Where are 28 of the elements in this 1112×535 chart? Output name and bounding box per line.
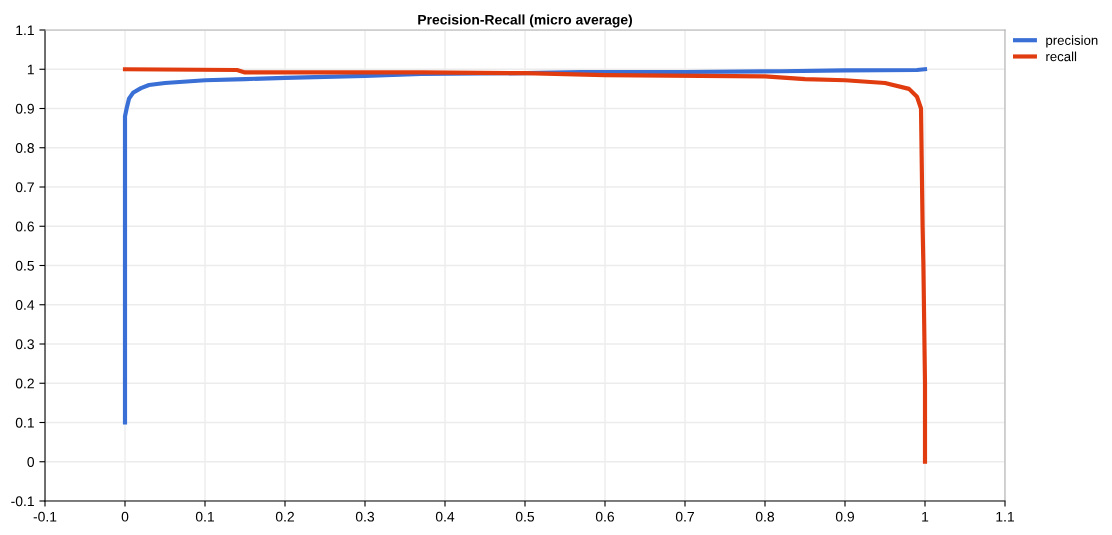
legend-label: precision	[1046, 35, 1098, 48]
chart-title: Precision-Recall (micro average)	[418, 14, 632, 28]
x-tick-label: 0.6	[595, 511, 615, 522]
y-tick-label: 1	[27, 64, 34, 75]
y-tick-label: 0.6	[15, 221, 34, 232]
y-tick-label: 0.2	[15, 378, 34, 389]
y-tick-label: 0.9	[15, 103, 34, 114]
y-tick-label: 0.5	[15, 260, 34, 271]
x-tick-label: 1	[922, 511, 929, 522]
y-tick-label: 0.3	[15, 339, 34, 350]
x-tick-label: 0.4	[435, 511, 455, 522]
x-tick-label: 0.3	[355, 511, 375, 522]
y-tick-label: 0.7	[15, 182, 34, 193]
x-tick-label: 1.1	[996, 511, 1014, 522]
x-tick-label: 0.2	[275, 511, 294, 522]
x-tick-label: 0.7	[675, 511, 694, 522]
x-tick-label: 0	[121, 511, 129, 522]
x-tick-label: 0.1	[195, 511, 214, 522]
y-tick-label: 0.1	[15, 417, 34, 428]
y-tick-label: -0.1	[11, 496, 34, 507]
x-tick-label: 0.5	[515, 511, 535, 522]
y-tick-label: 0	[27, 457, 35, 467]
y-tick-label: 0.4	[15, 300, 35, 310]
x-tick-label: 0.8	[755, 511, 775, 522]
y-tick-label: 0.8	[15, 143, 34, 153]
legend-label: recall	[1046, 51, 1077, 62]
y-tick-label: 1.1	[16, 25, 34, 36]
x-tick-label: 0.9	[835, 511, 854, 522]
